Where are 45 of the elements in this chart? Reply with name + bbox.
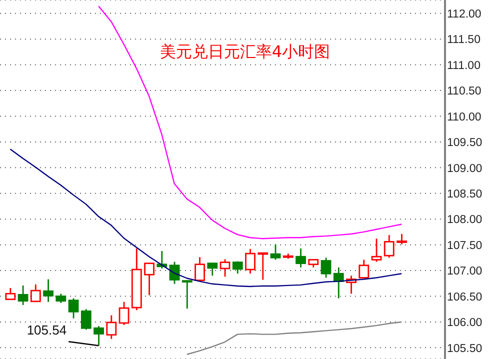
candlestick bbox=[18, 284, 28, 306]
candlestick bbox=[80, 308, 92, 330]
candlestick bbox=[118, 301, 130, 326]
candlestick bbox=[371, 238, 382, 262]
candlestick bbox=[358, 259, 370, 278]
annotation: 105.54 bbox=[26, 322, 67, 338]
y-tick-label: 112.00 bbox=[447, 8, 482, 20]
line-series bbox=[186, 321, 402, 355]
candlestick bbox=[182, 280, 192, 310]
y-tick-label: 107.00 bbox=[447, 266, 482, 278]
y-tick-label: 108.00 bbox=[447, 214, 482, 226]
line-series bbox=[98, 6, 402, 240]
candlestick bbox=[232, 260, 243, 274]
y-tick-label: 109.00 bbox=[447, 162, 482, 175]
line-series bbox=[10, 148, 402, 288]
candlestick bbox=[320, 256, 332, 278]
candlestick bbox=[396, 233, 407, 246]
y-tick-label: 110.00 bbox=[447, 111, 482, 124]
candlestick bbox=[384, 234, 394, 258]
y-tick-label: 107.50 bbox=[447, 240, 482, 252]
y-tick-label: 109.50 bbox=[447, 137, 482, 150]
candlestick bbox=[144, 262, 154, 296]
candlestick bbox=[270, 244, 281, 260]
y-tick-label: 110.50 bbox=[447, 86, 482, 98]
candlestick bbox=[169, 261, 180, 285]
candlestick bbox=[30, 284, 41, 302]
candlestick bbox=[245, 248, 256, 274]
candlestick bbox=[68, 298, 79, 320]
y-tick-label: 108.50 bbox=[447, 188, 482, 200]
candlestick bbox=[43, 278, 54, 303]
candlestick bbox=[258, 252, 268, 280]
candlestick bbox=[296, 248, 306, 268]
y-tick-label: 111.50 bbox=[447, 34, 480, 46]
y-tick-label: 106.00 bbox=[447, 317, 482, 330]
text: 美元兑日元汇率4小时图 bbox=[158, 42, 332, 63]
candlestick bbox=[194, 256, 205, 282]
candlestick bbox=[106, 314, 117, 340]
candlestick bbox=[5, 287, 16, 300]
y-tick-label: 105.50 bbox=[447, 342, 482, 355]
candlestick bbox=[207, 262, 218, 276]
candlestick bbox=[94, 325, 104, 346]
candlestick bbox=[56, 292, 66, 304]
candlestick bbox=[220, 258, 230, 278]
y-tick-label: 106.50 bbox=[447, 291, 482, 304]
y-tick-label: 111.00 bbox=[447, 60, 480, 72]
